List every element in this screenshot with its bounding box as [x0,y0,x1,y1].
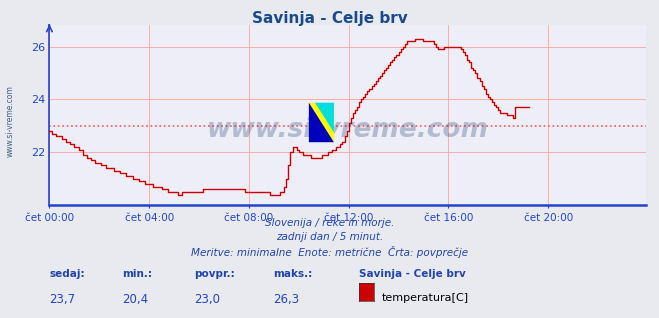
Text: Savinja - Celje brv: Savinja - Celje brv [359,269,466,279]
Polygon shape [315,103,334,132]
Text: zadnji dan / 5 minut.: zadnji dan / 5 minut. [276,232,383,242]
Text: temperatura[C]: temperatura[C] [382,293,469,302]
Text: Meritve: minimalne  Enote: metrične  Črta: povprečje: Meritve: minimalne Enote: metrične Črta:… [191,246,468,259]
Text: povpr.:: povpr.: [194,269,235,279]
Text: min.:: min.: [122,269,152,279]
Text: 20,4: 20,4 [122,293,148,306]
Text: www.si-vreme.com: www.si-vreme.com [5,85,14,157]
Polygon shape [309,103,334,142]
Text: www.si-vreme.com: www.si-vreme.com [207,117,488,143]
Text: sedaj:: sedaj: [49,269,85,279]
Text: 26,3: 26,3 [273,293,300,306]
Text: 23,0: 23,0 [194,293,220,306]
Text: 23,7: 23,7 [49,293,76,306]
Text: Savinja - Celje brv: Savinja - Celje brv [252,11,407,26]
Text: Slovenija / reke in morje.: Slovenija / reke in morje. [265,218,394,228]
Text: maks.:: maks.: [273,269,313,279]
Bar [309,103,334,142]
